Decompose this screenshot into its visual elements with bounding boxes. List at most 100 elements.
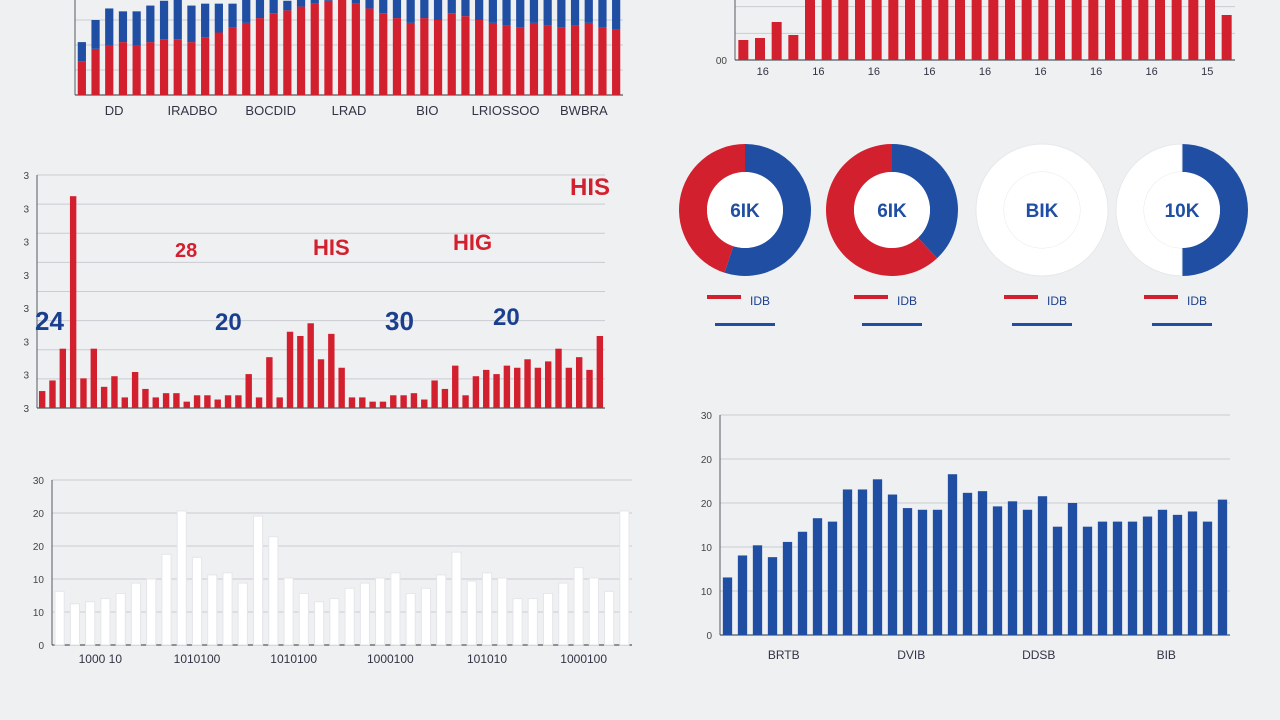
x-tick-label: DVIB: [897, 648, 925, 662]
bar: [461, 16, 470, 95]
bar: [722, 577, 733, 635]
bar: [214, 32, 223, 95]
legend-swatch: [715, 323, 775, 326]
x-tick-label: 15: [1201, 66, 1213, 78]
bar: [252, 515, 264, 646]
bar: [971, 0, 982, 60]
bar: [283, 10, 292, 96]
bar: [38, 391, 46, 408]
bar: [988, 0, 999, 60]
bar: [1005, 0, 1015, 60]
bar: [481, 572, 493, 646]
x-tick-label: 101010: [467, 652, 507, 666]
bar: [296, 6, 306, 96]
bar: [543, 25, 552, 96]
bar: [947, 474, 958, 635]
bar: [266, 357, 273, 408]
bar: [162, 393, 170, 408]
x-tick-label: DDSB: [1022, 648, 1055, 662]
bar: [161, 553, 172, 646]
bar: [420, 587, 432, 646]
bar: [173, 393, 180, 408]
y-tick-label: 3: [23, 204, 29, 215]
y-tick-label: 20: [33, 509, 45, 520]
bar: [400, 395, 407, 408]
x-tick-label: 1000100: [367, 652, 414, 666]
bar: [938, 0, 949, 60]
bar: [100, 386, 108, 408]
bar: [235, 395, 242, 408]
x-tick-label: 16: [1090, 66, 1102, 78]
chart-mid-left: 3 3 3 3 3 3 3 3 24 20 30 20 28 HIS HIG HIS: [15, 165, 625, 450]
bar: [214, 3, 223, 33]
donut-hole: [1004, 172, 1080, 248]
bar: [529, 22, 539, 96]
y-tick-label: 10: [701, 587, 713, 598]
annotation-label: HIG: [453, 230, 492, 255]
bar: [1205, 0, 1215, 60]
chart-bottom-left-svg: 30 20 20 10 10 0 1000 10 1010100 1010100 1000100 1…: [33, 476, 632, 666]
bar: [296, 0, 306, 7]
bar: [431, 380, 438, 408]
bar: [204, 395, 211, 408]
annotation-label: 30: [385, 306, 414, 336]
donut-slice: [724, 144, 811, 276]
bar: [69, 196, 77, 408]
x-tick-label: 1000 10: [79, 652, 123, 666]
bar: [324, 0, 333, 95]
bar: [573, 567, 584, 646]
bar: [392, 18, 402, 96]
bar: [598, 0, 607, 28]
donut-row-svg: 6IK IDB 6IK IDB BIK IDB 10K IDB: [679, 143, 1248, 326]
bar: [451, 551, 462, 646]
bar: [283, 0, 292, 11]
bar: [527, 598, 538, 646]
chart-bottom-left: 30 20 20 10 10 0 1000 10 1010100 1010100 1000100 1…: [20, 470, 640, 680]
bar: [54, 590, 65, 646]
bar: [842, 489, 853, 635]
bar: [286, 331, 294, 408]
legend-swatch: [1144, 295, 1178, 299]
bar: [201, 3, 210, 38]
bar: [1007, 501, 1018, 635]
bar: [433, 20, 443, 95]
chart-top-left: 00DDIRADBOBOCDIDLRADBIOLRIOSSOOBWBRA: [30, 0, 640, 130]
bar: [436, 574, 447, 646]
x-tick-label: DD: [105, 103, 124, 118]
bar: [1071, 0, 1082, 60]
bar: [1188, 0, 1199, 60]
donut-chart: BIK IDB: [975, 143, 1109, 326]
bar: [475, 20, 484, 95]
x-tick-label: 16: [1146, 66, 1158, 78]
bar: [483, 369, 490, 408]
bar: [598, 27, 607, 96]
bar: [588, 577, 599, 646]
bar: [365, 8, 374, 95]
bar: [317, 359, 325, 408]
bar: [183, 401, 190, 408]
bar: [461, 0, 470, 17]
bar: [502, 25, 511, 96]
legend-label: IDB: [750, 294, 770, 308]
bar: [1217, 499, 1228, 635]
bar: [788, 35, 799, 60]
bar: [207, 574, 218, 646]
chart-bottom-right: 30 20 20 10 10 0 BRTB DVIB DDSB BIB: [690, 405, 1250, 680]
bar: [514, 367, 521, 408]
bar: [524, 359, 531, 408]
chart-top-left-svg: 00DDIRADBOBOCDIDLRADBIOLRIOSSOOBWBRA: [74, 0, 623, 118]
bar: [351, 0, 360, 4]
bar: [307, 323, 314, 408]
bar: [297, 335, 304, 408]
bar: [242, 0, 251, 23]
bar: [462, 395, 469, 408]
bar: [276, 397, 283, 408]
bar: [737, 555, 748, 635]
x-tick-label: 1010100: [174, 652, 221, 666]
bar: [612, 0, 621, 30]
bar: [488, 0, 497, 23]
bar: [1121, 0, 1132, 60]
annotation-label: HIS: [313, 235, 350, 260]
bar: [771, 22, 782, 60]
donut-slice: [1182, 144, 1248, 276]
